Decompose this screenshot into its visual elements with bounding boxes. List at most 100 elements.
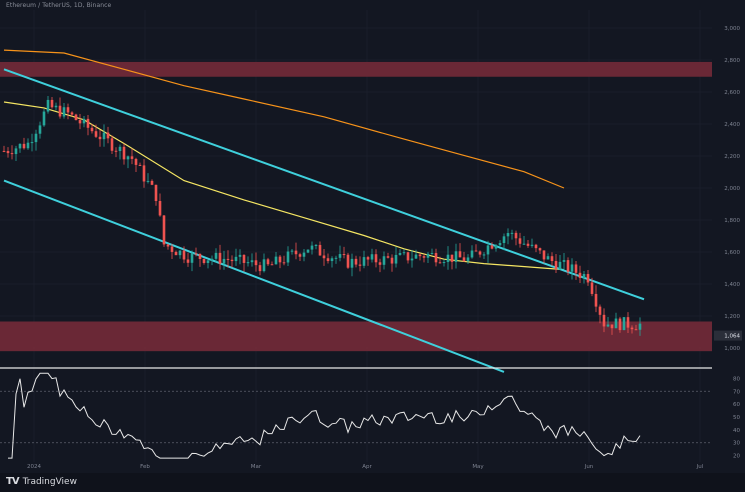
candle-body	[302, 252, 306, 257]
candle-body	[350, 258, 354, 268]
candle-body	[526, 243, 530, 246]
time-axis-label: Feb	[140, 464, 150, 470]
candle-body	[450, 254, 454, 262]
channel-lower-line	[3, 179, 505, 373]
candle-body	[402, 252, 406, 254]
price-axis-label: 1,400	[724, 282, 740, 288]
price-axis-label: 1,200	[724, 314, 740, 320]
candle-body	[490, 245, 494, 249]
rsi-axis-label: 30	[733, 441, 740, 447]
candle-body	[102, 132, 106, 140]
candle-body	[438, 262, 442, 264]
candle-body	[522, 243, 526, 245]
candle-body	[578, 272, 582, 278]
candle-body	[338, 254, 342, 258]
candle-body	[634, 329, 638, 331]
tradingview-logo[interactable]: TV TradingView	[6, 476, 77, 487]
candle-body	[570, 264, 574, 272]
candle-body	[14, 148, 18, 155]
candle-body	[90, 127, 94, 132]
time-axis-label: Apr	[362, 464, 372, 470]
candle-body	[290, 250, 294, 252]
candle-body	[122, 146, 126, 160]
candle-body	[134, 158, 138, 165]
candle-body	[6, 151, 10, 154]
candle-body	[346, 254, 350, 268]
candle-body	[418, 254, 422, 257]
candle-body	[274, 256, 278, 265]
candle-body	[614, 318, 618, 329]
candle-body	[62, 107, 66, 117]
candle-body	[362, 257, 366, 266]
candle-body	[622, 317, 626, 331]
price-axis-label: 2,400	[724, 122, 740, 128]
candle-body	[534, 244, 538, 249]
candles	[2, 95, 642, 336]
candle-body	[538, 248, 542, 251]
candle-body	[454, 251, 458, 262]
candle-body	[170, 246, 174, 252]
candle-body	[638, 323, 642, 330]
resistance-zone	[0, 61, 712, 77]
price-chart[interactable]: 3,000 2,800 2,600 2,400 2,200 2,000 1,800 1,600…	[0, 0, 745, 473]
candle-body	[626, 317, 630, 328]
candle-body	[78, 120, 82, 124]
candle-body	[546, 256, 550, 260]
candle-body	[126, 156, 130, 160]
candle-body	[434, 253, 438, 263]
candle-body	[410, 258, 414, 261]
candle-body	[114, 150, 118, 152]
candle-body	[478, 251, 482, 255]
candle-body	[566, 260, 570, 272]
candle-body	[514, 232, 518, 239]
candle-body	[530, 244, 534, 246]
candle-body	[70, 112, 74, 115]
price-axis-label: 2,800	[724, 58, 740, 64]
candle-body	[190, 253, 194, 263]
candle-body	[378, 262, 382, 265]
rsi-axis-label: 20	[733, 454, 740, 460]
candle-body	[258, 265, 262, 272]
candle-body	[542, 250, 546, 260]
moving-average-200-line	[3, 49, 565, 189]
candle-body	[138, 164, 142, 166]
rsi-axis-label: 40	[733, 428, 740, 434]
candle-body	[482, 254, 486, 256]
candle-body	[206, 260, 210, 263]
price-axis-label: 2,200	[724, 154, 740, 160]
candle-body	[266, 259, 270, 265]
candle-body	[238, 254, 242, 257]
candle-body	[210, 258, 214, 261]
candle-body	[370, 254, 374, 260]
candle-body	[174, 251, 178, 256]
candle-body	[550, 256, 554, 262]
candle-body	[2, 150, 6, 152]
support-zone	[0, 321, 712, 352]
price-axis-label: 1,800	[724, 218, 740, 224]
candle-body	[602, 314, 606, 327]
candle-body	[106, 132, 110, 139]
chart-background	[0, 0, 745, 473]
candle-body	[330, 258, 334, 262]
candle-body	[426, 253, 430, 258]
candle-body	[242, 254, 246, 263]
candle-body	[18, 143, 22, 149]
candle-body	[486, 245, 490, 255]
candle-body	[398, 253, 402, 255]
candle-body	[506, 233, 510, 237]
candle-body	[230, 259, 234, 262]
candle-body	[154, 184, 158, 201]
candle-body	[286, 251, 290, 263]
candle-body	[558, 261, 562, 270]
rsi-line	[8, 372, 641, 459]
current-price-badge	[714, 330, 742, 341]
candle-body	[446, 254, 450, 263]
candle-body	[110, 138, 114, 151]
candle-body	[278, 256, 282, 263]
candle-body	[254, 260, 258, 266]
candle-body	[414, 254, 418, 259]
candle-body	[358, 264, 362, 266]
moving-average-100-line	[3, 101, 565, 271]
candle-body	[494, 245, 498, 249]
